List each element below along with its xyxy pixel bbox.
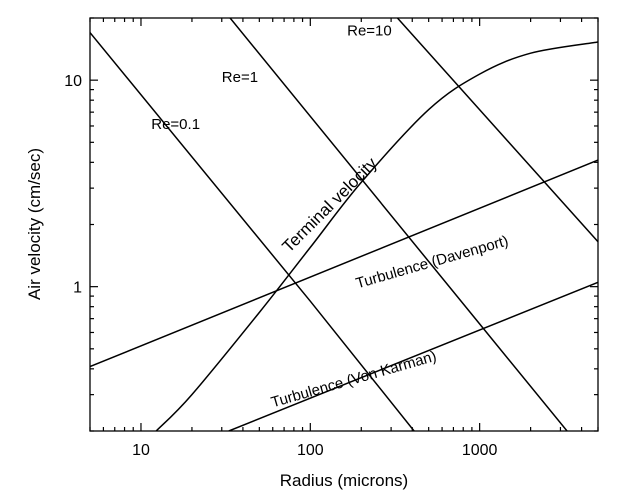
y-axis-title: Air velocity (cm/sec) xyxy=(25,148,44,300)
annotation-re-10: Re=10 xyxy=(347,22,392,39)
series-line-turbulence-davenport xyxy=(90,159,598,368)
series-line-re-0-1 xyxy=(90,32,415,431)
y-tick-label: 10 xyxy=(64,73,82,90)
annotation-turbulence-davenport: Turbulence (Davenport) xyxy=(354,232,510,292)
x-axis-title: Radius (microns) xyxy=(280,471,408,490)
major-ticks xyxy=(90,18,598,431)
series-line-turbulence-von-karman xyxy=(228,281,598,431)
x-tick-label: 10 xyxy=(132,442,150,459)
series-lines xyxy=(90,18,598,431)
annotation-terminal-velocity: Terminal velocity xyxy=(279,154,382,257)
tick-labels: 10 100 1000 1 10 xyxy=(64,73,497,459)
x-tick-label: 100 xyxy=(297,442,324,459)
series-line-terminal-velocity xyxy=(155,41,598,431)
minor-ticks xyxy=(89,17,599,432)
y-tick-label: 1 xyxy=(73,280,82,297)
annotation-turbulence-von-karman: Turbulence (Von Karman) xyxy=(269,348,438,412)
plot-border xyxy=(89,17,599,432)
annotation-re-0-1: Re=0.1 xyxy=(151,116,200,133)
x-tick-label: 1000 xyxy=(462,442,498,459)
plot-frame xyxy=(89,17,599,432)
series-line-re-10 xyxy=(396,18,598,243)
annotation-re-1: Re=1 xyxy=(222,69,258,86)
series-line-re-1 xyxy=(229,18,569,431)
